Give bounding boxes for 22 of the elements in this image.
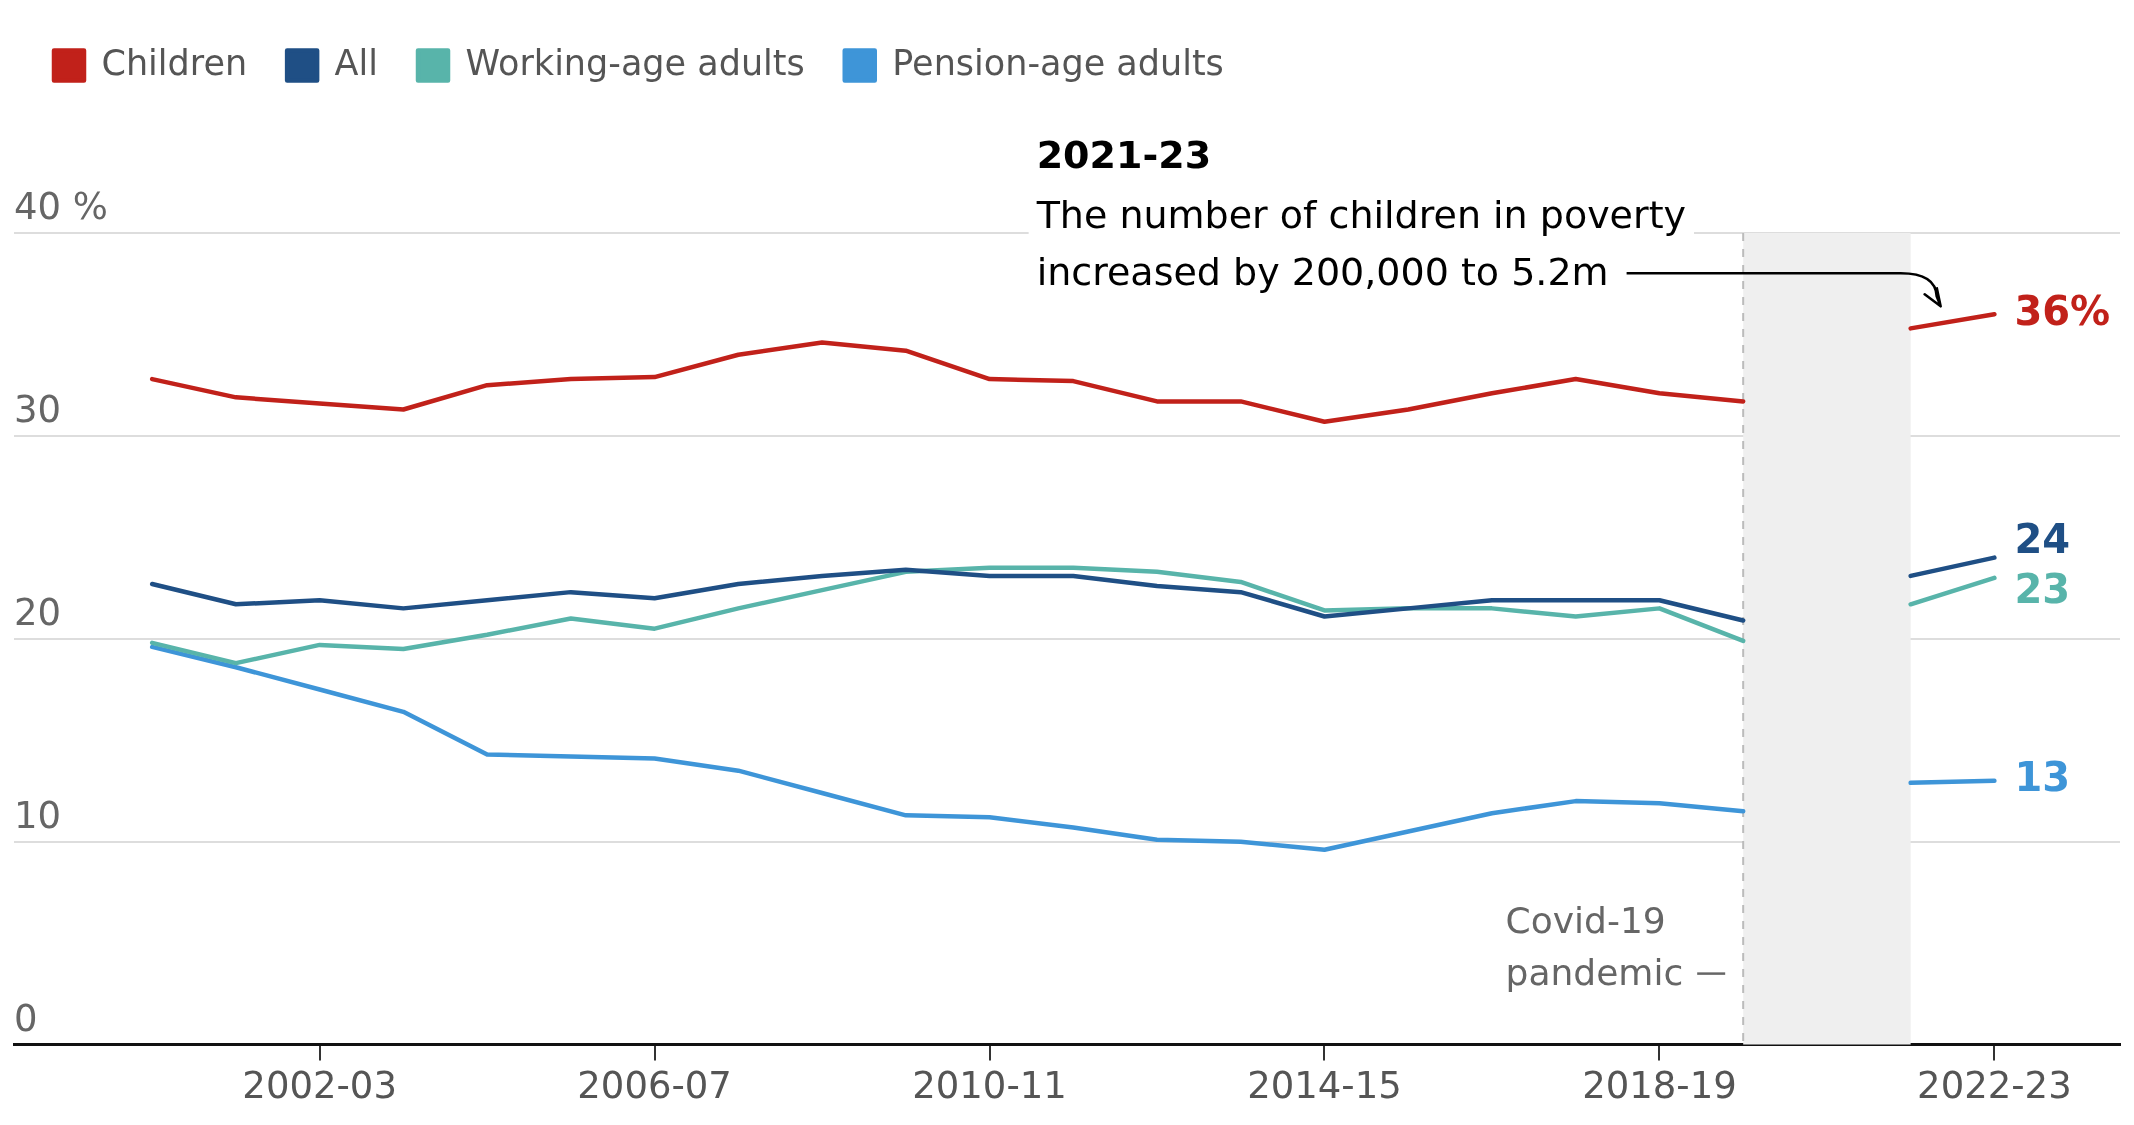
y-tick-label: 20: [14, 590, 62, 634]
legend-label: Pension-age adults: [892, 42, 1224, 83]
y-tick-label: 30: [14, 387, 62, 431]
x-tick-label: 2022-23: [1917, 1064, 2072, 1108]
data-label: 13: [2014, 754, 2071, 801]
x-tick-label: 2006-07: [577, 1064, 732, 1108]
x-tick-label: 2014-15: [1247, 1064, 1402, 1108]
y-tick-label: 0: [14, 996, 38, 1040]
legend-label: Working-age adults: [465, 42, 805, 83]
x-tick-label: 2010-11: [912, 1064, 1067, 1108]
legend-label: Children: [101, 42, 248, 83]
legend-label: All: [334, 42, 379, 83]
data-label: 36%: [2014, 287, 2111, 334]
y-tick-label: 40 %: [14, 185, 108, 228]
data-label: 23: [2014, 566, 2071, 613]
x-tick-label: 2002-03: [242, 1064, 397, 1108]
data-label: 24: [2014, 516, 2071, 563]
text: 2021-23: [1036, 133, 1212, 178]
y-tick-label: 10: [14, 793, 62, 837]
annotation: Covid-19 pandemic: [1505, 899, 1684, 993]
annotation: The number of children in poverty increased by 200,000 to 5.2m: [1035, 193, 1687, 295]
x-tick-label: 2018-19: [1582, 1064, 1737, 1108]
